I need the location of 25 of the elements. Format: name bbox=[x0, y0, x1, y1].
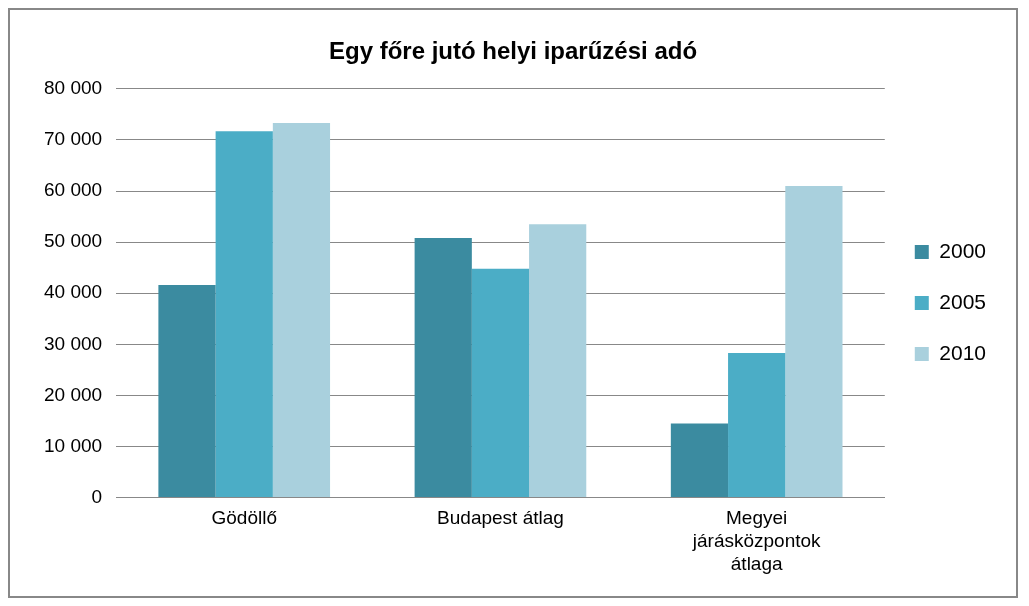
bar bbox=[471, 268, 530, 498]
y-tick-label: 40 000 bbox=[43, 281, 103, 303]
y-tick-label: 50 000 bbox=[43, 230, 103, 252]
bar bbox=[529, 224, 587, 498]
bar bbox=[785, 185, 843, 498]
y-tick-label: 10 000 bbox=[43, 434, 103, 456]
x-tick-label: Gödöllő bbox=[211, 507, 277, 529]
y-tick-label: 60 000 bbox=[43, 179, 103, 201]
x-tick-label: Megyei járásközpontok átlaga bbox=[691, 507, 822, 574]
bar bbox=[414, 238, 472, 498]
y-tick-label: 30 000 bbox=[43, 332, 103, 354]
y-tick-label: 70 000 bbox=[43, 128, 103, 150]
bar bbox=[158, 285, 216, 498]
legend-label: 2010 bbox=[939, 340, 986, 364]
bar bbox=[272, 123, 331, 498]
bar bbox=[728, 352, 786, 498]
y-tick-label: 80 000 bbox=[43, 77, 103, 99]
legend-label: 2000 bbox=[939, 238, 986, 262]
x-tick-label: Budapest átlag bbox=[437, 507, 564, 529]
chart-title: Egy főre jutó helyi iparűzési adó bbox=[328, 37, 698, 65]
bar bbox=[670, 423, 729, 498]
legend-label: 2005 bbox=[939, 289, 986, 313]
y-tick-label: 20 000 bbox=[43, 383, 103, 405]
y-tick-label: 0 bbox=[91, 485, 103, 507]
bar bbox=[215, 131, 273, 498]
